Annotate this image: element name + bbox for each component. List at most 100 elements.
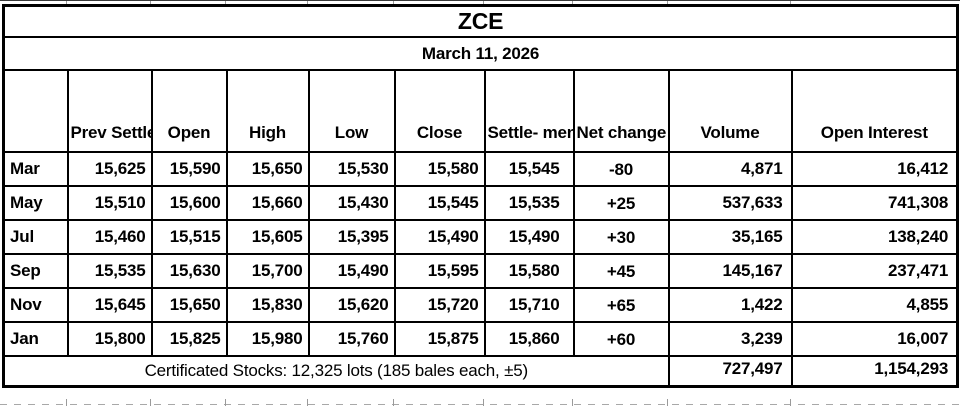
exchange-title: ZCE bbox=[2, 4, 959, 38]
cell-open: 15,600 bbox=[150, 185, 228, 221]
header-settlement: Settle- ment bbox=[483, 69, 575, 153]
gridline-tick bbox=[483, 399, 484, 406]
header-open: Open bbox=[150, 69, 228, 153]
futures-price-table: ZCE March 11, 2026 Prev Settle Open High… bbox=[2, 4, 960, 388]
cropped-gridline-bottom bbox=[0, 404, 960, 405]
cell-open-interest: 138,240 bbox=[790, 219, 959, 255]
cell-net-change: +65 bbox=[572, 287, 670, 323]
contract-row-jan: Jan 15,800 15,825 15,980 15,760 15,875 1… bbox=[2, 321, 959, 357]
cell-open: 15,515 bbox=[150, 219, 228, 255]
cell-low: 15,430 bbox=[307, 185, 396, 221]
totals-row: Certificated Stocks: 12,325 lots (185 ba… bbox=[2, 355, 959, 387]
cell-open-interest: 16,412 bbox=[790, 151, 959, 187]
cell-open-interest: 237,471 bbox=[790, 253, 959, 289]
cell-net-change: +30 bbox=[572, 219, 670, 255]
gridline-tick bbox=[393, 399, 394, 406]
cell-settlement: 15,535 bbox=[483, 185, 575, 221]
cell-high: 15,830 bbox=[225, 287, 310, 323]
header-volume: Volume bbox=[667, 69, 793, 153]
gridline-tick bbox=[307, 399, 308, 406]
cell-prev-settle: 15,645 bbox=[66, 287, 153, 323]
cell-high: 15,700 bbox=[225, 253, 310, 289]
gridline-tick bbox=[66, 1, 67, 5]
cell-month: Jul bbox=[2, 219, 69, 255]
header-close: Close bbox=[393, 69, 486, 153]
cell-close: 15,545 bbox=[393, 185, 486, 221]
cell-volume: 537,633 bbox=[667, 185, 793, 221]
cell-prev-settle: 15,800 bbox=[66, 321, 153, 357]
cell-low: 15,760 bbox=[307, 321, 396, 357]
cell-settlement: 15,710 bbox=[483, 287, 575, 323]
cell-prev-settle: 15,460 bbox=[66, 219, 153, 255]
title-row: ZCE bbox=[2, 4, 959, 38]
contract-row-sep: Sep 15,535 15,630 15,700 15,490 15,595 1… bbox=[2, 253, 959, 289]
cell-high: 15,660 bbox=[225, 185, 310, 221]
cell-open: 15,590 bbox=[150, 151, 228, 187]
cell-close: 15,580 bbox=[393, 151, 486, 187]
cell-low: 15,395 bbox=[307, 219, 396, 255]
gridline-tick bbox=[393, 1, 394, 5]
cell-net-change: -80 bbox=[572, 151, 670, 187]
gridline-tick bbox=[307, 1, 308, 5]
header-prev-settle: Prev Settle bbox=[66, 69, 153, 153]
contract-row-nov: Nov 15,645 15,650 15,830 15,620 15,720 1… bbox=[2, 287, 959, 323]
cell-high: 15,650 bbox=[225, 151, 310, 187]
gridline-tick bbox=[150, 399, 151, 406]
header-high: High bbox=[225, 69, 310, 153]
header-low: Low bbox=[307, 69, 396, 153]
gridline-tick bbox=[572, 399, 573, 406]
cell-high: 15,605 bbox=[225, 219, 310, 255]
cell-month: Mar bbox=[2, 151, 69, 187]
contract-row-mar: Mar 15,625 15,590 15,650 15,530 15,580 1… bbox=[2, 151, 959, 187]
cell-close: 15,595 bbox=[393, 253, 486, 289]
gridline-tick bbox=[667, 399, 668, 406]
gridline-tick bbox=[150, 1, 151, 5]
contract-row-jul: Jul 15,460 15,515 15,605 15,395 15,490 1… bbox=[2, 219, 959, 255]
cell-open: 15,825 bbox=[150, 321, 228, 357]
cell-month: Jan bbox=[2, 321, 69, 357]
cell-month: Sep bbox=[2, 253, 69, 289]
cell-open-interest: 4,855 bbox=[790, 287, 959, 323]
header-row: Prev Settle Open High Low Close Settle- … bbox=[2, 69, 959, 153]
gridline-tick bbox=[790, 399, 791, 406]
date-row: March 11, 2026 bbox=[2, 36, 959, 71]
certificated-stocks-note: Certificated Stocks: 12,325 lots (185 ba… bbox=[2, 355, 670, 387]
cell-volume: 35,165 bbox=[667, 219, 793, 255]
cell-settlement: 15,580 bbox=[483, 253, 575, 289]
cell-volume: 145,167 bbox=[667, 253, 793, 289]
cell-high: 15,980 bbox=[225, 321, 310, 357]
header-net-change: Net change bbox=[572, 69, 670, 153]
gridline-tick bbox=[667, 1, 668, 5]
cell-net-change: +60 bbox=[572, 321, 670, 357]
gridline-tick bbox=[572, 1, 573, 5]
trade-date: March 11, 2026 bbox=[2, 36, 959, 71]
cell-settlement: 15,490 bbox=[483, 219, 575, 255]
cell-settlement: 15,860 bbox=[483, 321, 575, 357]
cell-prev-settle: 15,625 bbox=[66, 151, 153, 187]
cell-close: 15,720 bbox=[393, 287, 486, 323]
cell-open: 15,650 bbox=[150, 287, 228, 323]
cell-prev-settle: 15,510 bbox=[66, 185, 153, 221]
cell-open: 15,630 bbox=[150, 253, 228, 289]
cell-open-interest: 741,308 bbox=[790, 185, 959, 221]
cropped-gridline-top bbox=[0, 0, 960, 1]
gridline-tick bbox=[790, 1, 791, 5]
cell-low: 15,620 bbox=[307, 287, 396, 323]
cell-month: Nov bbox=[2, 287, 69, 323]
gridline-tick bbox=[483, 1, 484, 5]
contract-row-may: May 15,510 15,600 15,660 15,430 15,545 1… bbox=[2, 185, 959, 221]
gridline-tick bbox=[225, 399, 226, 406]
cell-net-change: +25 bbox=[572, 185, 670, 221]
open-interest-total: 1,154,293 bbox=[790, 355, 959, 387]
header-contract bbox=[2, 69, 69, 153]
cell-close: 15,490 bbox=[393, 219, 486, 255]
gridline-tick bbox=[66, 399, 67, 406]
cell-low: 15,490 bbox=[307, 253, 396, 289]
cell-close: 15,875 bbox=[393, 321, 486, 357]
cell-low: 15,530 bbox=[307, 151, 396, 187]
gridline-tick bbox=[225, 1, 226, 5]
volume-total: 727,497 bbox=[667, 355, 793, 387]
cell-settlement: 15,545 bbox=[483, 151, 575, 187]
cell-net-change: +45 bbox=[572, 253, 670, 289]
cell-volume: 1,422 bbox=[667, 287, 793, 323]
